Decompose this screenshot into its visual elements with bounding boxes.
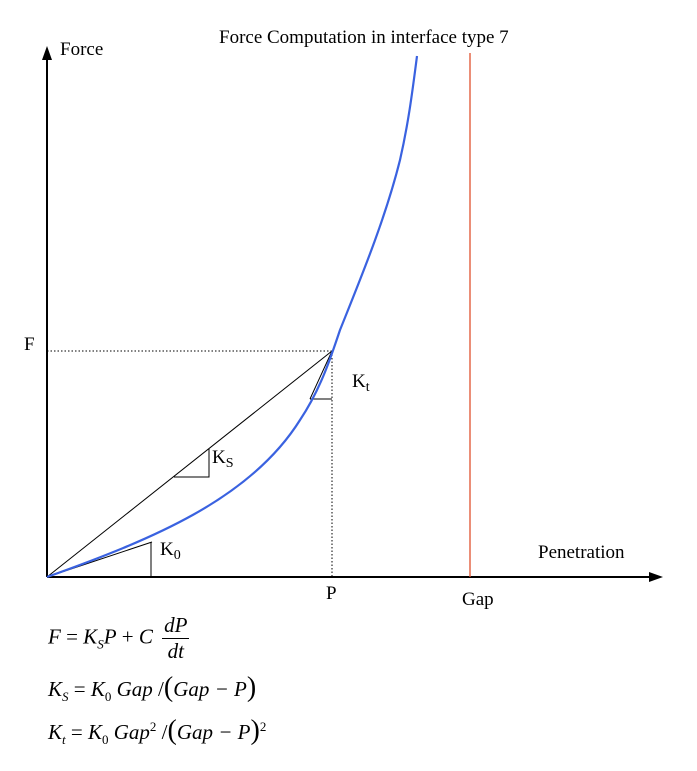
ks-slope-triangle	[174, 449, 210, 478]
y-axis-arrow-icon	[42, 46, 52, 60]
gap-label: Gap	[462, 589, 494, 610]
force-formula: F = KSP + C dP dt	[48, 613, 190, 663]
x-axis-arrow-icon	[649, 572, 663, 582]
x-axis-label: Penetration	[538, 542, 625, 563]
kt-formula: Kt = K0 Gap2 /(Gap − P)2	[48, 715, 267, 748]
kt-tangent-line	[309, 350, 333, 400]
dp-dt-fraction: dP dt	[162, 613, 190, 663]
y-axis-label: Force	[60, 39, 103, 60]
force-value-label: F	[24, 334, 35, 355]
k0-label: K0	[160, 539, 181, 563]
force-curve	[46, 55, 419, 579]
ks-formula: KS = K0 Gap /(Gap − P)	[48, 672, 257, 705]
kt-label: Kt	[352, 371, 370, 395]
secant-line	[46, 350, 333, 578]
penetration-value-label: P	[326, 583, 337, 604]
ks-label: KS	[212, 447, 234, 471]
chart-title: Force Computation in interface type 7	[219, 27, 509, 48]
